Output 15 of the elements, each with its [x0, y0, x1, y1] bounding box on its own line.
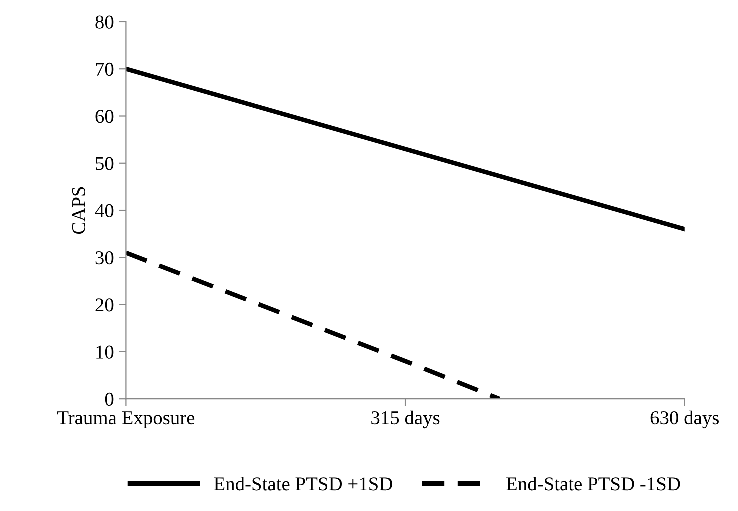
y-axis-title: CAPS: [72, 187, 86, 234]
y-tick-label: 20: [96, 298, 114, 312]
x-tick-label: 630 days: [650, 410, 719, 429]
y-tick-label: 30: [96, 251, 114, 265]
legend-label: End-State PTSD -1SD: [506, 477, 680, 491]
y-tick-label: 0: [105, 392, 114, 406]
y-tick-label: 50: [96, 157, 114, 170]
y-tick-label: 70: [96, 62, 114, 76]
x-tick-label: 315 days: [372, 410, 440, 429]
y-tick-label: 80: [96, 16, 114, 29]
legend-label: End-State PTSD +1SD: [214, 477, 392, 491]
x-tick-label: Trauma Exposure: [58, 412, 195, 429]
y-tick-label: 40: [95, 204, 114, 218]
y-tick-label: 10: [96, 346, 114, 359]
y-tick-label: 60: [96, 110, 114, 124]
